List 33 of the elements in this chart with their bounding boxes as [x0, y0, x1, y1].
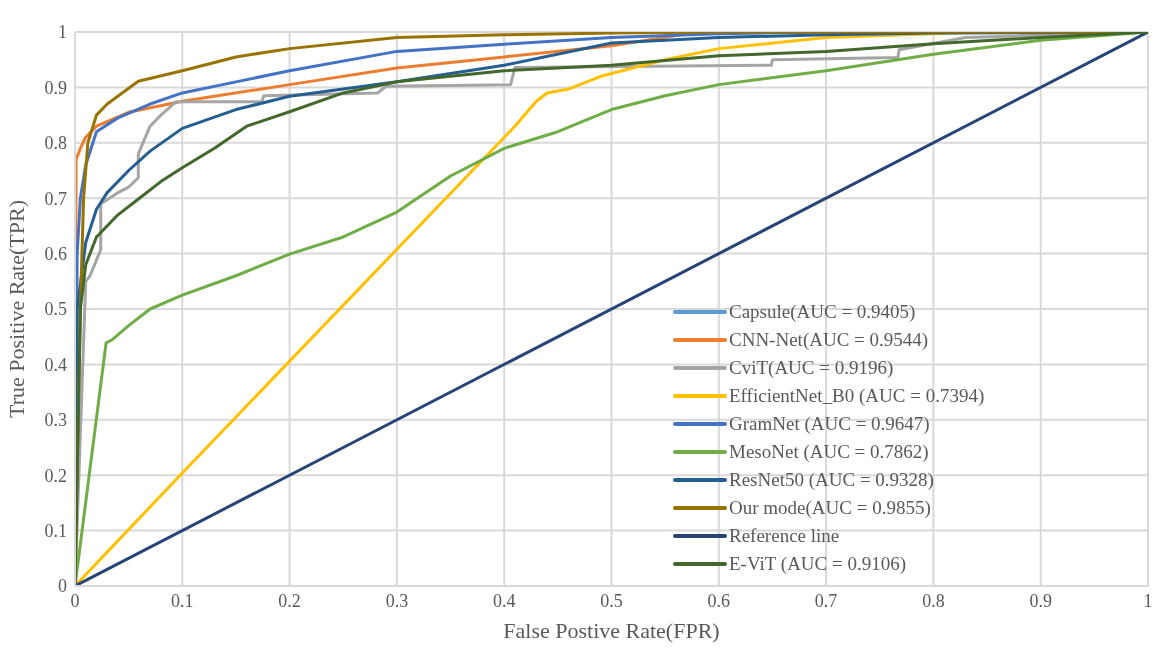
legend-label: ResNet50 (AUC = 0.9328) [729, 468, 934, 492]
y-tick-label: 0.9 [44, 77, 67, 98]
legend-label: MesoNet (AUC = 0.7862) [729, 440, 929, 464]
legend-label: CNN-Net(AUC = 0.9544) [729, 328, 929, 352]
x-tick-label: 0.3 [385, 590, 409, 611]
y-tick-label: 0.6 [44, 243, 67, 264]
legend-label: E-ViT (AUC = 0.9106) [729, 552, 907, 576]
y-tick-label: 0.8 [44, 133, 67, 154]
x-tick-label: 0.4 [492, 590, 516, 611]
y-tick-label: 0.5 [44, 299, 67, 320]
x-tick-label: 0.7 [814, 590, 838, 611]
y-tick-label: 0.1 [44, 520, 67, 541]
legend-label: Capsule(AUC = 0.9405) [729, 300, 916, 324]
legend-label: Our mode(AUC = 0.9855) [729, 496, 931, 520]
x-tick-label: 0.9 [1029, 590, 1052, 611]
y-tick-label: 0.4 [44, 354, 67, 375]
y-tick-label: 0.2 [44, 465, 67, 486]
y-tick-label: 0 [58, 576, 67, 597]
legend-label: GramNet (AUC = 0.9647) [729, 412, 930, 436]
legend-label: Reference line [729, 524, 840, 548]
x-tick-label: 0.5 [600, 590, 623, 611]
x-tick-label: 0.1 [171, 590, 194, 611]
legend-label: EfficientNet_B0 (AUC = 0.7394) [729, 384, 985, 408]
x-tick-label: 1 [1143, 590, 1153, 611]
y-tick-label: 0.7 [44, 188, 67, 209]
y-tick-label: 1 [58, 22, 67, 43]
x-tick-label: 0.6 [707, 590, 731, 611]
x-tick-label: 0.8 [922, 590, 945, 611]
y-tick-label: 0.3 [44, 410, 67, 431]
y-axis-title: True Positive Rate(TPR) [3, 200, 29, 418]
x-tick-label: 0.2 [278, 590, 301, 611]
x-axis-title: False Postive Rate(FPR) [503, 618, 720, 643]
legend-label: CviT(AUC = 0.9196) [729, 356, 894, 380]
